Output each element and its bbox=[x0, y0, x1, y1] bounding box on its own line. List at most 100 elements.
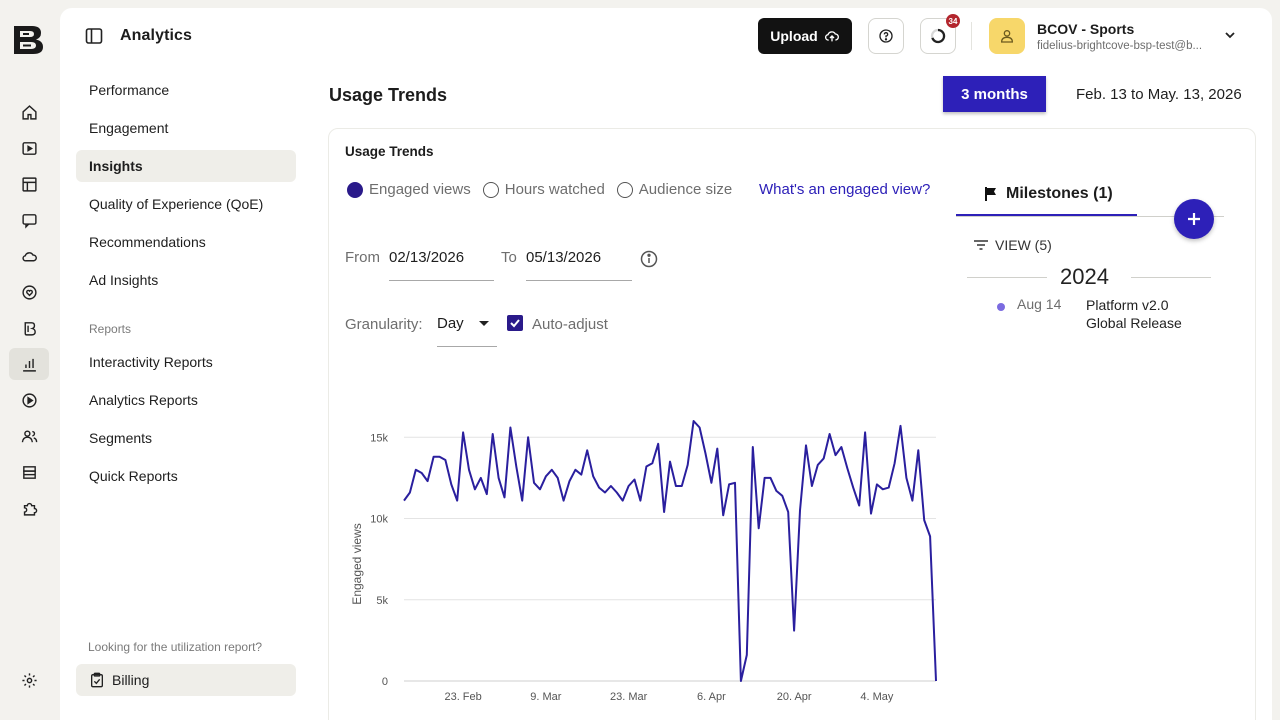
y-tick-label: 0 bbox=[382, 676, 388, 688]
milestones-tab[interactable]: Milestones (1) bbox=[956, 173, 1137, 217]
chevron-down-icon[interactable] bbox=[1223, 28, 1237, 42]
x-tick-label: 23. Feb bbox=[444, 691, 481, 703]
store-icon[interactable] bbox=[9, 456, 49, 488]
usage-trends-panel: Usage Trends Engaged views Hours watched… bbox=[328, 128, 1256, 720]
milestone-date: Aug 14 bbox=[1017, 296, 1062, 312]
nav-ad-insights[interactable]: Ad Insights bbox=[89, 272, 159, 288]
milestones-view-filter[interactable]: VIEW (5) bbox=[973, 237, 1052, 253]
radio-label: Audience size bbox=[638, 181, 733, 198]
nav-recommendations[interactable]: Recommendations bbox=[89, 234, 206, 250]
radio-dot bbox=[616, 181, 633, 198]
y-tick-label: 10k bbox=[370, 514, 388, 526]
usage-trends-chart: 0 5k 10k 15k Engaged views 23. Feb 9. Mar 23. M… bbox=[350, 420, 937, 703]
radio-audience-size[interactable]: Audience size bbox=[616, 181, 733, 198]
radio-dot-selected bbox=[347, 181, 363, 198]
plus-icon bbox=[1188, 213, 1200, 225]
nav-insights[interactable]: Insights bbox=[76, 150, 296, 182]
help-button[interactable] bbox=[868, 18, 904, 54]
y-tick-label: 5k bbox=[376, 595, 388, 607]
filter-icon bbox=[974, 240, 988, 250]
radio-engaged-views[interactable]: Engaged views bbox=[347, 181, 471, 198]
spinner-icon bbox=[930, 28, 946, 44]
cloud-upload-icon bbox=[824, 31, 839, 42]
clipboard-icon bbox=[91, 672, 103, 688]
reports-section-label: Reports bbox=[89, 322, 132, 336]
table-icon[interactable] bbox=[9, 168, 49, 200]
auto-adjust-label: Auto-adjust bbox=[532, 316, 608, 333]
radio-hours-watched[interactable]: Hours watched bbox=[482, 181, 605, 198]
engaged-views-line bbox=[403, 420, 937, 682]
page-title: Usage Trends bbox=[329, 85, 448, 105]
milestone-bullet bbox=[997, 303, 1005, 311]
metric-radio-group: Engaged views Hours watched Audience siz… bbox=[347, 181, 744, 198]
panel-title: Usage Trends bbox=[345, 144, 434, 159]
year-label: 2024 bbox=[1060, 264, 1109, 289]
notification-badge: 34 bbox=[946, 14, 960, 28]
radio-dot bbox=[482, 181, 499, 198]
caret-down-icon bbox=[479, 321, 489, 326]
brightcove-logo[interactable] bbox=[10, 22, 46, 58]
help-icon bbox=[879, 29, 893, 43]
heart-icon[interactable] bbox=[9, 276, 49, 308]
nav-segments[interactable]: Segments bbox=[89, 430, 153, 446]
milestones-divider bbox=[956, 216, 1224, 217]
radio-label: Hours watched bbox=[504, 181, 605, 198]
engaged-view-help-link[interactable]: What's an engaged view? bbox=[759, 181, 931, 198]
upload-label: Upload bbox=[770, 28, 818, 44]
view-count-label: VIEW (5) bbox=[995, 237, 1052, 253]
nav-quick-reports[interactable]: Quick Reports bbox=[89, 468, 178, 484]
nav-engagement[interactable]: Engagement bbox=[89, 120, 169, 136]
billing-button[interactable]: Billing bbox=[76, 664, 296, 696]
upload-button[interactable]: Upload bbox=[758, 18, 852, 54]
check-icon bbox=[510, 319, 520, 328]
radio-label: Engaged views bbox=[369, 181, 471, 198]
app-title: Analytics bbox=[120, 27, 193, 44]
utilization-hint: Looking for the utilization report? bbox=[88, 640, 263, 654]
from-label: From bbox=[345, 249, 380, 266]
date-range-text: Feb. 13 to May. 13, 2026 bbox=[1076, 86, 1242, 103]
milestones-tab-label: Milestones (1) bbox=[1006, 184, 1113, 202]
chat-icon[interactable] bbox=[9, 204, 49, 236]
account-name[interactable]: BCOV - Sports bbox=[1037, 21, 1135, 37]
add-milestone-button[interactable] bbox=[1174, 199, 1214, 239]
user-icon bbox=[1000, 30, 1014, 43]
x-tick-label: 9. Mar bbox=[530, 691, 562, 703]
x-tick-label: 4. May bbox=[860, 691, 894, 703]
to-date-input[interactable]: 05/13/2026 bbox=[526, 241, 632, 281]
main-card: Analytics Upload 34 BCOV - Sports fideli… bbox=[60, 8, 1272, 720]
activity-button[interactable] bbox=[920, 18, 956, 54]
year-line-right bbox=[1131, 277, 1211, 278]
play-icon[interactable] bbox=[9, 384, 49, 416]
year-line-left bbox=[967, 277, 1047, 278]
icon-rail bbox=[0, 0, 58, 720]
cloud-icon[interactable] bbox=[9, 240, 49, 272]
nav-performance[interactable]: Performance bbox=[89, 82, 170, 98]
x-tick-label: 23. Mar bbox=[610, 691, 648, 703]
avatar[interactable] bbox=[989, 18, 1025, 54]
brand-icon[interactable] bbox=[9, 312, 49, 344]
to-label: To bbox=[501, 249, 517, 266]
year-separator: 2024 bbox=[967, 264, 1213, 290]
puzzle-icon[interactable] bbox=[9, 492, 49, 524]
nav-qoe[interactable]: Quality of Experience (QoE) bbox=[89, 196, 264, 212]
granularity-select[interactable]: Day bbox=[437, 309, 497, 347]
account-email: fidelius-brightcove-bsp-test@b... bbox=[1037, 40, 1203, 52]
analytics-icon[interactable] bbox=[9, 348, 49, 380]
from-date-input[interactable]: 02/13/2026 bbox=[389, 241, 494, 281]
y-tick-label: 15k bbox=[370, 432, 388, 444]
billing-label: Billing bbox=[112, 672, 150, 688]
auto-adjust-checkbox[interactable] bbox=[507, 315, 523, 331]
range-button[interactable]: 3 months bbox=[943, 76, 1046, 112]
nav-interactivity-reports[interactable]: Interactivity Reports bbox=[89, 354, 213, 370]
info-icon[interactable] bbox=[640, 250, 658, 268]
x-tick-label: 6. Apr bbox=[697, 691, 726, 703]
users-icon[interactable] bbox=[9, 420, 49, 452]
granularity-label: Granularity: bbox=[345, 316, 423, 333]
sidebar-toggle-icon[interactable] bbox=[85, 27, 103, 45]
video-icon[interactable] bbox=[9, 132, 49, 164]
home-icon[interactable] bbox=[9, 96, 49, 128]
nav-analytics-reports[interactable]: Analytics Reports bbox=[89, 392, 198, 408]
flag-icon bbox=[985, 186, 996, 201]
settings-icon[interactable] bbox=[9, 664, 49, 696]
y-axis-label: Engaged views bbox=[350, 523, 364, 604]
